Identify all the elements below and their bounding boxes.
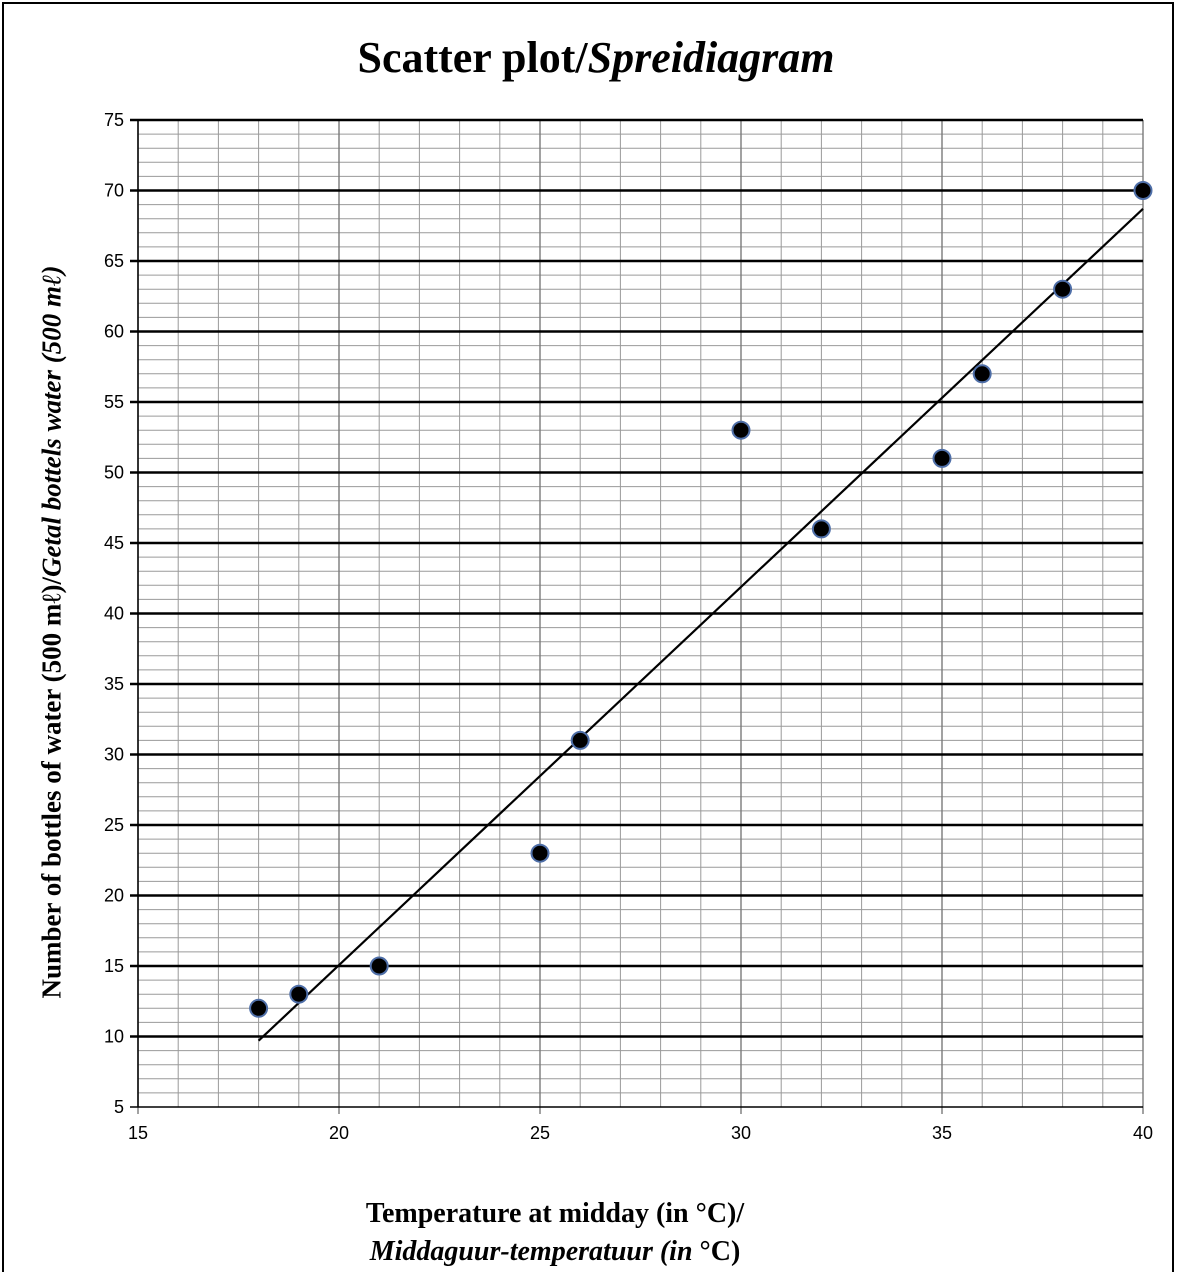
y-tick-label: 15	[104, 956, 124, 976]
trendline	[257, 208, 1144, 1042]
y-tick-label: 40	[104, 604, 124, 624]
chart-title-italic: Spreidiagram	[587, 33, 835, 82]
y-tick-label: 20	[104, 886, 124, 906]
x-axis-label-line1: Temperature at midday (in °C)/	[365, 1198, 745, 1229]
x-tick-label: 40	[1133, 1123, 1153, 1143]
chart-title-main: Scatter plot/	[357, 33, 588, 82]
y-tick-label: 60	[104, 322, 124, 342]
x-tick-label: 25	[530, 1123, 550, 1143]
data-point	[530, 843, 550, 863]
y-tick-label: 55	[104, 392, 124, 412]
data-point	[570, 730, 590, 750]
data-point	[811, 519, 831, 539]
data-point	[249, 998, 269, 1018]
trendline-group	[257, 208, 1144, 1042]
x-tick-label: 15	[128, 1123, 148, 1143]
x-axis-label-line2-end: °C)	[699, 1236, 741, 1267]
data-points	[249, 181, 1153, 1018]
y-tick-label: 25	[104, 815, 124, 835]
data-point	[369, 956, 389, 976]
tick-labels: 5 10 15 20 25 30 35 40 45 50 55 60 65 70 75 15 20 25 30 35 4…	[104, 110, 1153, 1143]
y-tick-label: 10	[104, 1027, 124, 1047]
chart-title: Scatter plot/Spreidiagram	[0, 36, 1180, 80]
x-tick-label: 20	[329, 1123, 349, 1143]
data-point	[289, 984, 309, 1004]
grid	[130, 118, 1144, 1114]
y-tick-label: 50	[104, 463, 124, 483]
data-point	[972, 364, 992, 384]
y-tick-label: 45	[104, 533, 124, 553]
y-tick-label: 75	[104, 110, 124, 130]
x-axis-label-line2: Middaguur-temperatuur (in °C)	[0, 1238, 1110, 1266]
y-tick-label: 35	[104, 674, 124, 694]
data-point	[731, 420, 751, 440]
data-point	[932, 448, 952, 468]
y-tick-label: 70	[104, 181, 124, 201]
x-axis-label-line2-italic: Middaguur-temperatuur (in	[369, 1236, 700, 1267]
x-tick-label: 30	[731, 1123, 751, 1143]
y-tick-label: 5	[114, 1097, 124, 1117]
x-tick-label: 35	[932, 1123, 952, 1143]
y-tick-label: 65	[104, 251, 124, 271]
data-point	[1053, 279, 1073, 299]
data-point	[1133, 181, 1153, 200]
y-tick-label: 30	[104, 745, 124, 765]
